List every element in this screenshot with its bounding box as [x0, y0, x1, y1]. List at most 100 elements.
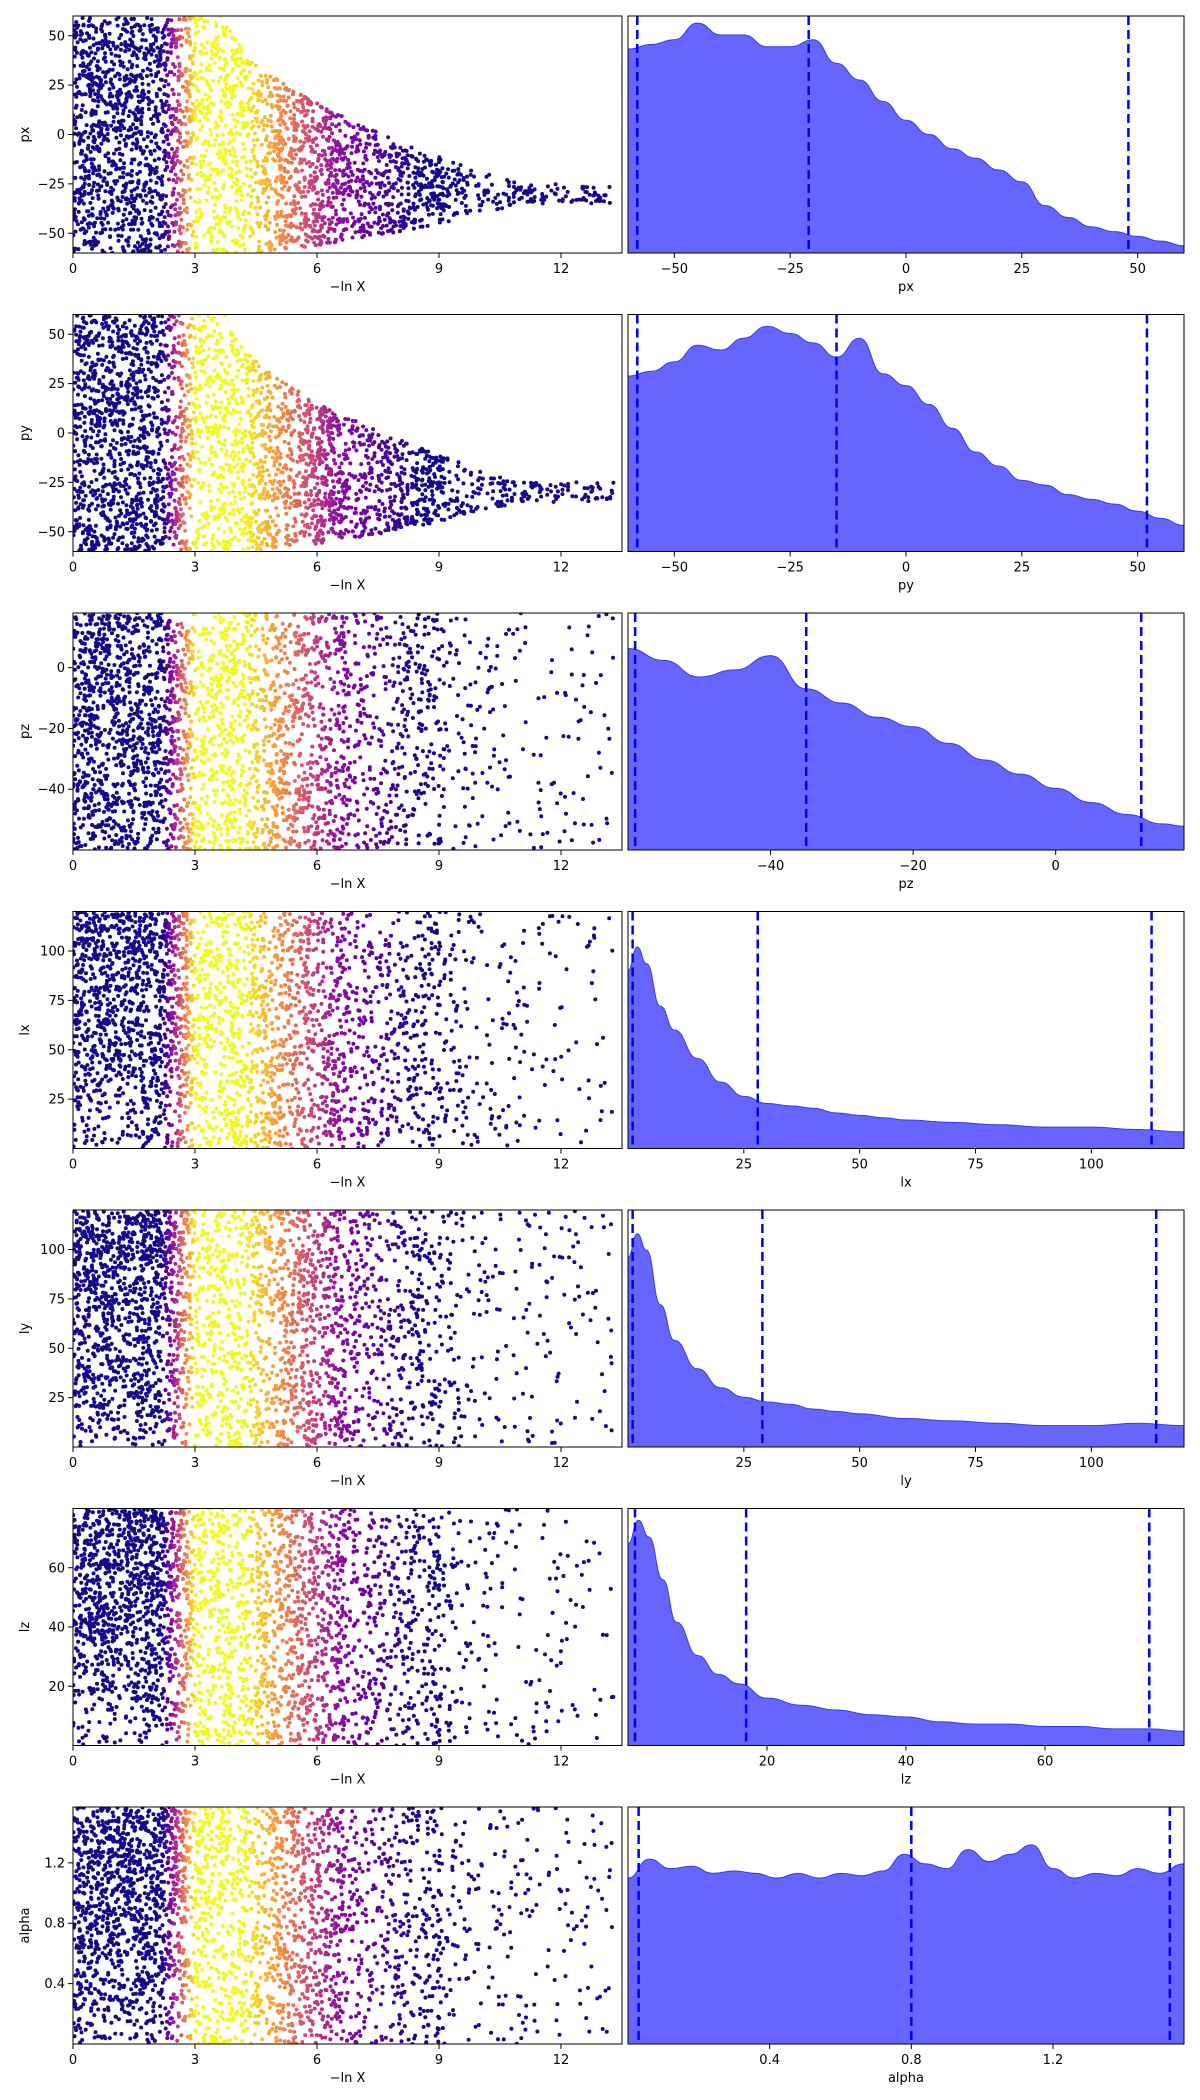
scatter-point	[209, 462, 214, 467]
scatter-point	[112, 386, 117, 391]
scatter-point	[232, 93, 237, 98]
scatter-point	[195, 136, 200, 141]
scatter-point	[131, 449, 136, 454]
scatter-point	[199, 16, 204, 21]
scatter-point	[159, 98, 164, 103]
scatter-point	[302, 157, 307, 162]
scatter-point	[102, 176, 107, 181]
scatter-point	[266, 195, 271, 200]
scatter-point	[574, 197, 579, 202]
scatter-point	[107, 482, 112, 487]
scatter-point	[214, 222, 219, 227]
scatter-point	[377, 190, 382, 195]
scatter-point	[355, 189, 360, 194]
scatter-point	[113, 74, 117, 79]
scatter-point	[81, 138, 86, 143]
scatter-point	[214, 46, 218, 50]
scatter-point	[586, 499, 591, 504]
scatter-point	[319, 105, 324, 110]
scatter-point	[436, 197, 441, 202]
scatter-point	[157, 193, 162, 198]
scatter-point	[204, 148, 209, 153]
scatter-point	[233, 453, 238, 458]
scatter-point	[141, 198, 145, 203]
scatter-point	[149, 333, 154, 338]
scatter-point	[361, 508, 366, 513]
scatter-point	[246, 86, 251, 91]
scatter-point	[448, 515, 453, 520]
scatter-point	[110, 250, 115, 253]
scatter-point	[362, 215, 367, 220]
scatter-point	[162, 61, 167, 66]
scatter-point	[209, 48, 214, 53]
scatter-point	[297, 470, 302, 475]
scatter-point	[104, 396, 109, 401]
scatter-point	[231, 84, 236, 89]
scatter-point	[142, 184, 147, 189]
scatter-point	[123, 49, 128, 54]
scatter-point	[287, 505, 292, 510]
scatter-point	[113, 163, 118, 168]
scatter-point	[210, 44, 215, 49]
scatter-point	[206, 230, 210, 235]
x-tick-label: 0	[902, 262, 910, 277]
scatter-point	[131, 50, 136, 55]
scatter-point	[376, 221, 380, 226]
scatter-point	[209, 447, 214, 452]
scatter-point	[269, 124, 274, 129]
scatter-point	[356, 148, 361, 153]
scatter-point	[281, 119, 286, 124]
scatter-point	[219, 117, 224, 122]
scatter-point	[135, 22, 140, 27]
scatter-point	[149, 490, 154, 495]
scatter-point	[423, 456, 428, 461]
scatter-point	[232, 132, 237, 137]
scatter-point	[188, 195, 193, 200]
scatter-point	[173, 172, 178, 177]
scatter-point	[220, 132, 225, 137]
scatter-point	[180, 35, 185, 40]
scatter-point	[131, 122, 136, 127]
scatter-point	[218, 331, 222, 336]
scatter-point	[144, 156, 149, 161]
scatter-point	[281, 98, 286, 103]
scatter-point	[381, 194, 386, 199]
scatter-point	[138, 193, 143, 198]
scatter-point	[170, 128, 175, 133]
scatter-point	[248, 159, 253, 164]
x-tick-label: −25	[776, 262, 803, 277]
y-tick-label: 50	[48, 29, 65, 44]
scatter-point	[234, 191, 239, 196]
scatter-point	[103, 51, 107, 56]
scatter-point	[198, 215, 203, 220]
scatter-point	[417, 173, 422, 178]
scatter-point	[354, 491, 359, 496]
scatter-point	[430, 203, 435, 208]
scatter-point	[329, 425, 333, 430]
scatter-point	[297, 434, 302, 439]
scatter-point	[127, 109, 132, 114]
scatter-point	[272, 493, 277, 498]
scatter-point	[268, 74, 273, 79]
scatter-point	[93, 51, 98, 56]
scatter-point	[431, 501, 435, 506]
scatter-point	[204, 51, 209, 56]
scatter-point	[159, 359, 164, 363]
scatter-point	[265, 123, 270, 128]
scatter-point	[140, 32, 145, 37]
scatter-point	[94, 477, 99, 482]
scatter-point	[160, 30, 165, 35]
scatter-point	[287, 477, 292, 482]
scatter-point	[477, 208, 482, 213]
scatter-point	[213, 202, 217, 207]
scatter-point	[534, 498, 539, 503]
scatter-point	[233, 337, 238, 341]
scatter-point	[242, 357, 247, 362]
scatter-point	[89, 542, 94, 547]
scatter-point	[173, 213, 178, 218]
scatter-point	[454, 473, 459, 478]
scatter-point	[115, 179, 120, 183]
scatter-point	[442, 174, 447, 179]
scatter-point	[334, 148, 339, 153]
scatter-point	[136, 536, 141, 541]
